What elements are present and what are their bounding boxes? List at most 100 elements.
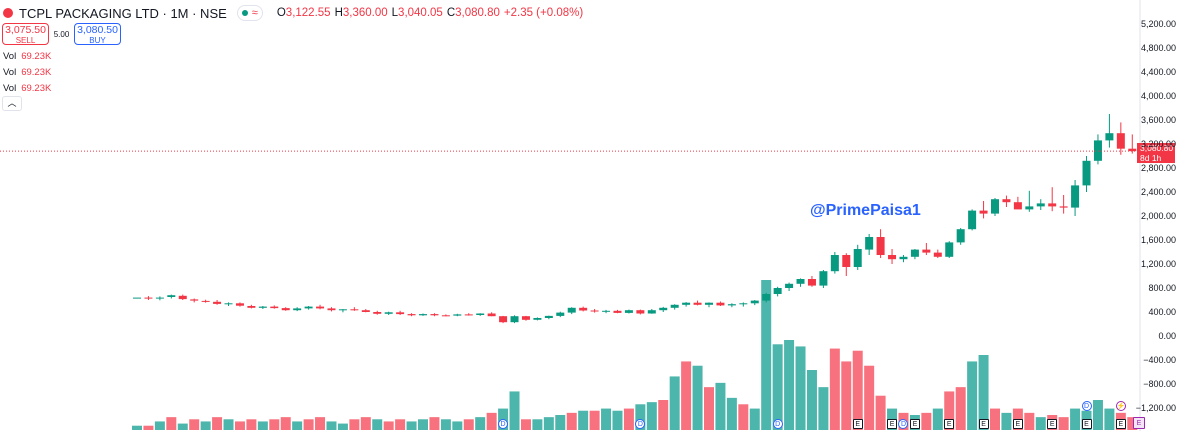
candle-body: [327, 308, 336, 311]
dividend-marker-icon[interactable]: D: [772, 419, 783, 429]
candle-body: [693, 302, 702, 305]
candle-body: [201, 300, 210, 302]
volume-value: 69.23K: [21, 83, 52, 94]
volume-bar: [475, 417, 486, 430]
volume-bar: [1035, 417, 1046, 430]
candle-body: [979, 210, 988, 214]
earnings-marker-icon[interactable]: E: [1081, 419, 1092, 429]
dividend-marker-icon[interactable]: D: [498, 419, 509, 429]
wave-icon: ≈: [251, 7, 258, 19]
market-open-dot-icon: [241, 10, 248, 16]
symbol-title[interactable]: TCPL PACKAGING LTD · 1M · NSE: [19, 5, 227, 21]
dividend-marker-icon[interactable]: D: [1081, 401, 1092, 411]
volume-bar: [635, 404, 646, 430]
volume-bar: [429, 417, 440, 430]
earnings-marker-icon[interactable]: E: [1047, 419, 1058, 429]
volume-label: Vol: [3, 83, 17, 94]
candle-body: [144, 297, 153, 299]
volume-bar: [132, 425, 142, 430]
volume-bar: [223, 419, 234, 430]
candle-body: [213, 301, 222, 304]
volume-bar: [692, 365, 703, 430]
candle-body: [293, 308, 302, 311]
price-axis-tick: −400.00: [1143, 355, 1176, 365]
price-axis-tick: 0.00: [1158, 331, 1176, 341]
price-axis-tick: 4,800.00: [1140, 43, 1176, 53]
volume-bar: [761, 280, 772, 430]
earnings-marker-icon[interactable]: E: [1115, 419, 1126, 429]
volume-bar: [726, 397, 737, 430]
volume-bar: [841, 361, 852, 430]
volume-bar: [292, 421, 303, 430]
volume-bar: [658, 400, 669, 430]
candle-body: [659, 307, 668, 311]
volume-bar: [566, 412, 577, 430]
price-axis-tick: 4,000.00: [1140, 91, 1176, 101]
volume-bar: [246, 419, 257, 430]
earnings-marker-icon[interactable]: E: [1012, 419, 1023, 429]
candle-body: [888, 255, 897, 260]
volume-bar: [772, 344, 783, 430]
candle-body: [167, 295, 176, 297]
candle-body: [991, 199, 999, 214]
earnings-marker-icon[interactable]: E: [909, 419, 920, 429]
price-axis-tick: 3,200.00: [1140, 139, 1176, 149]
candle-body: [476, 313, 485, 315]
candle-body: [716, 302, 725, 306]
chevron-up-icon[interactable]: ︿: [2, 96, 22, 111]
candle-body: [865, 237, 874, 250]
watermark-text: @PrimePaisa1: [810, 202, 921, 219]
volume-bar: [829, 348, 840, 430]
open-value: 3,122.55: [285, 7, 331, 19]
volume-bar: [372, 419, 383, 430]
volume-bar: [1001, 412, 1012, 430]
volume-value: 69.23K: [21, 51, 52, 62]
earnings-marker-icon[interactable]: E: [852, 419, 863, 429]
candle-body: [270, 306, 279, 309]
volume-bar: [555, 415, 566, 430]
candle-body: [876, 237, 885, 255]
candle-body: [1128, 148, 1137, 152]
volume-bar: [1058, 417, 1069, 430]
price-axis-tick: 1,200.00: [1140, 259, 1176, 269]
dividend-marker-icon[interactable]: D: [898, 419, 909, 429]
candle-body: [373, 312, 382, 314]
candle-body: [235, 303, 244, 306]
low-label: L: [391, 7, 399, 19]
earnings-marker-icon[interactable]: E: [978, 419, 989, 429]
volume-bar: [864, 365, 875, 430]
earnings-upcoming-marker-icon[interactable]: E: [1133, 417, 1145, 429]
volume-bar: [601, 408, 612, 430]
volume-bar: [154, 421, 165, 430]
candle-body: [796, 279, 805, 284]
volume-bar: [257, 421, 268, 430]
sell-button[interactable]: 3,075.50 SELL: [2, 23, 49, 45]
volume-bar: [349, 419, 360, 430]
volume-bar: [681, 361, 692, 430]
open-label: O: [276, 7, 286, 19]
last-price-label: 3,080.80: [1140, 143, 1174, 153]
volume-bar: [1127, 417, 1138, 430]
market-status-toggle[interactable]: ≈: [236, 5, 263, 21]
candle-body: [304, 306, 313, 309]
price-axis-tick: 5,200.00: [1140, 19, 1176, 29]
price-axis-tick: 2,000.00: [1140, 211, 1176, 221]
price-axis-tick: 1,600.00: [1140, 235, 1176, 245]
dividend-marker-icon[interactable]: D: [635, 419, 646, 429]
volume-indicator-row[interactable]: Vol 69.23K: [3, 67, 51, 78]
split-marker-icon[interactable]: ⚡: [1115, 401, 1126, 411]
buy-label: BUY: [89, 36, 106, 45]
price-axis-tick: 3,600.00: [1140, 115, 1176, 125]
chart-legend: TCPL PACKAGING LTD · 1M · NSE ≈ O 3,122.5…: [3, 4, 583, 22]
candle-body: [430, 314, 439, 316]
countdown-label: 8d 1h: [1140, 152, 1162, 163]
buy-button[interactable]: 3,080.50 BUY: [74, 23, 121, 45]
volume-indicator-row[interactable]: Vol 69.23K: [3, 51, 51, 62]
earnings-marker-icon[interactable]: E: [887, 419, 898, 429]
candle-body: [1059, 206, 1068, 208]
volume-bar: [990, 408, 1000, 430]
volume-indicator-row[interactable]: Vol 69.23K: [3, 83, 51, 94]
earnings-marker-icon[interactable]: E: [944, 419, 955, 429]
price-axis-tick: 400.00: [1148, 307, 1176, 317]
